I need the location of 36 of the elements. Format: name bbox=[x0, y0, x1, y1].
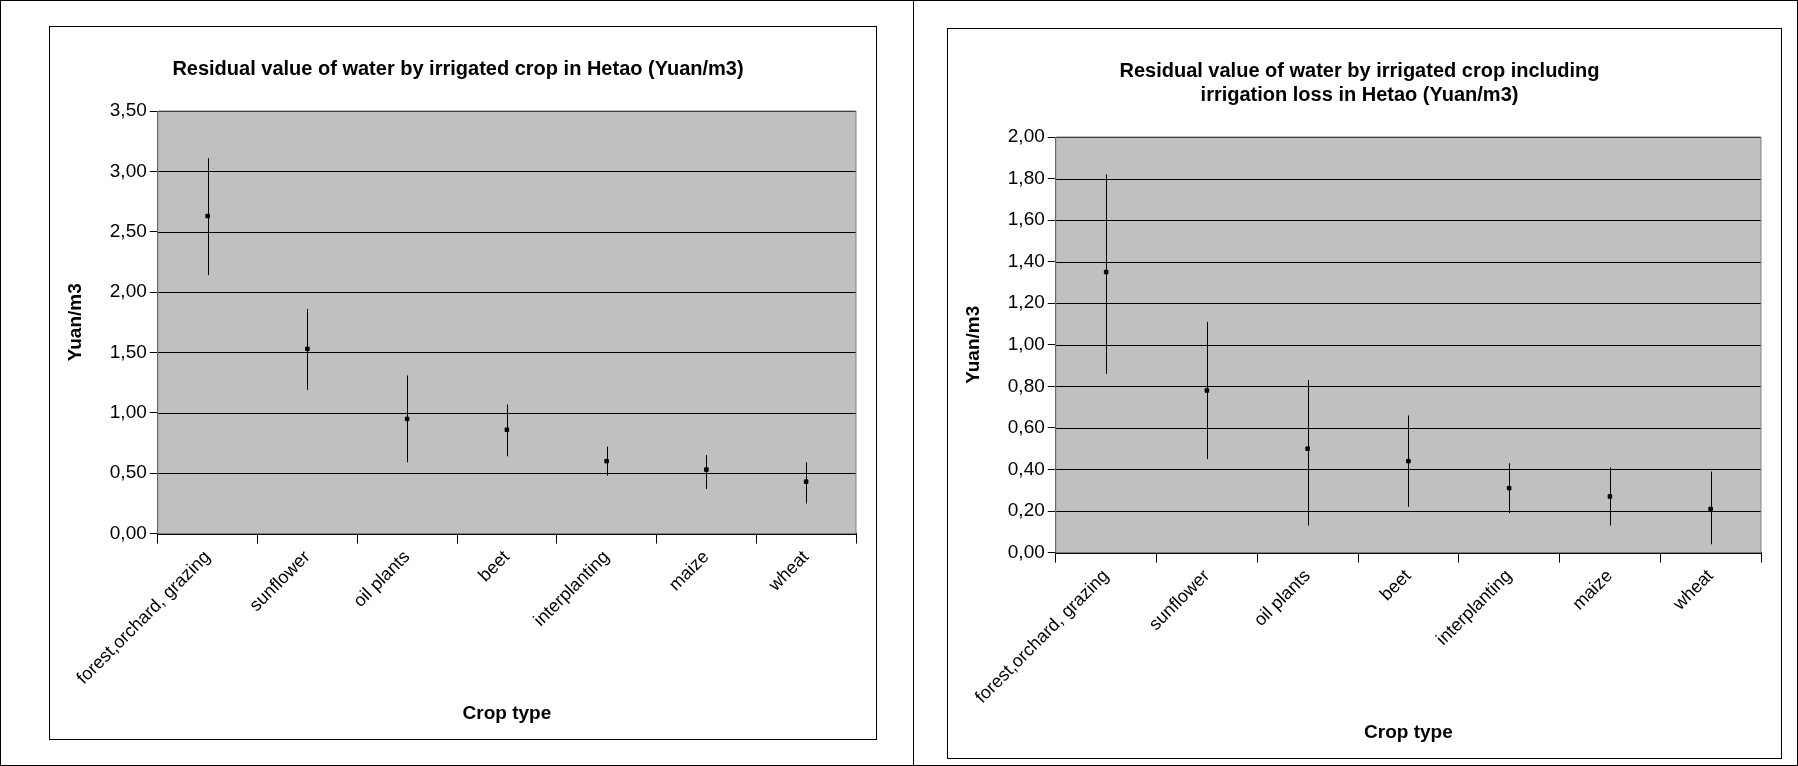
y-tick-label: 1,50 bbox=[109, 340, 147, 362]
point bbox=[1204, 388, 1210, 393]
y-axis-title: Yuan/m3 bbox=[961, 305, 983, 384]
y-tick-label: 1,00 bbox=[109, 401, 147, 423]
y-tick-label: 1,20 bbox=[1007, 291, 1045, 313]
y-tick-label: 1,80 bbox=[1007, 166, 1045, 188]
point bbox=[1406, 458, 1411, 464]
y-tick-label: 3,50 bbox=[109, 99, 147, 121]
y-tick-label: 0,80 bbox=[1007, 374, 1045, 396]
y-tick-label: 2,50 bbox=[109, 219, 147, 241]
point bbox=[1305, 446, 1310, 451]
x-axis-title: Crop type bbox=[1364, 720, 1453, 742]
y-tick-label: 0,40 bbox=[1007, 457, 1045, 479]
point bbox=[1506, 485, 1512, 491]
point bbox=[803, 479, 809, 484]
chart-title: Residual value of water by irrigated crop in Hetao (Yuan/m3) bbox=[172, 56, 744, 79]
point bbox=[305, 346, 310, 352]
x-axis-title: Crop type bbox=[462, 701, 552, 723]
point bbox=[704, 467, 709, 472]
y-tick-label: 0,60 bbox=[1007, 416, 1045, 438]
y-tick-label: 0,00 bbox=[109, 521, 147, 543]
y-tick-label: 3,00 bbox=[109, 159, 147, 181]
chart-title: Residual value of water by irrigated crop including irrigation loss in Hetao (Yuan/m3) bbox=[1119, 58, 1600, 105]
y-tick-label: 0,20 bbox=[1007, 499, 1045, 521]
point bbox=[404, 416, 410, 422]
y-tick-label: 2,00 bbox=[1007, 125, 1045, 147]
y-axis-title: Yuan/m3 bbox=[63, 283, 85, 362]
y-tick-label: 1,00 bbox=[1007, 333, 1045, 355]
point bbox=[604, 458, 609, 464]
y-tick-label: 2,00 bbox=[109, 280, 147, 302]
y-tick-label: 0,00 bbox=[1007, 540, 1045, 562]
point bbox=[504, 427, 510, 433]
point bbox=[1607, 494, 1613, 499]
y-tick-label: 1,40 bbox=[1007, 249, 1045, 271]
y-tick-label: 0,50 bbox=[109, 461, 147, 483]
y-tick-label: 1,60 bbox=[1007, 208, 1045, 230]
